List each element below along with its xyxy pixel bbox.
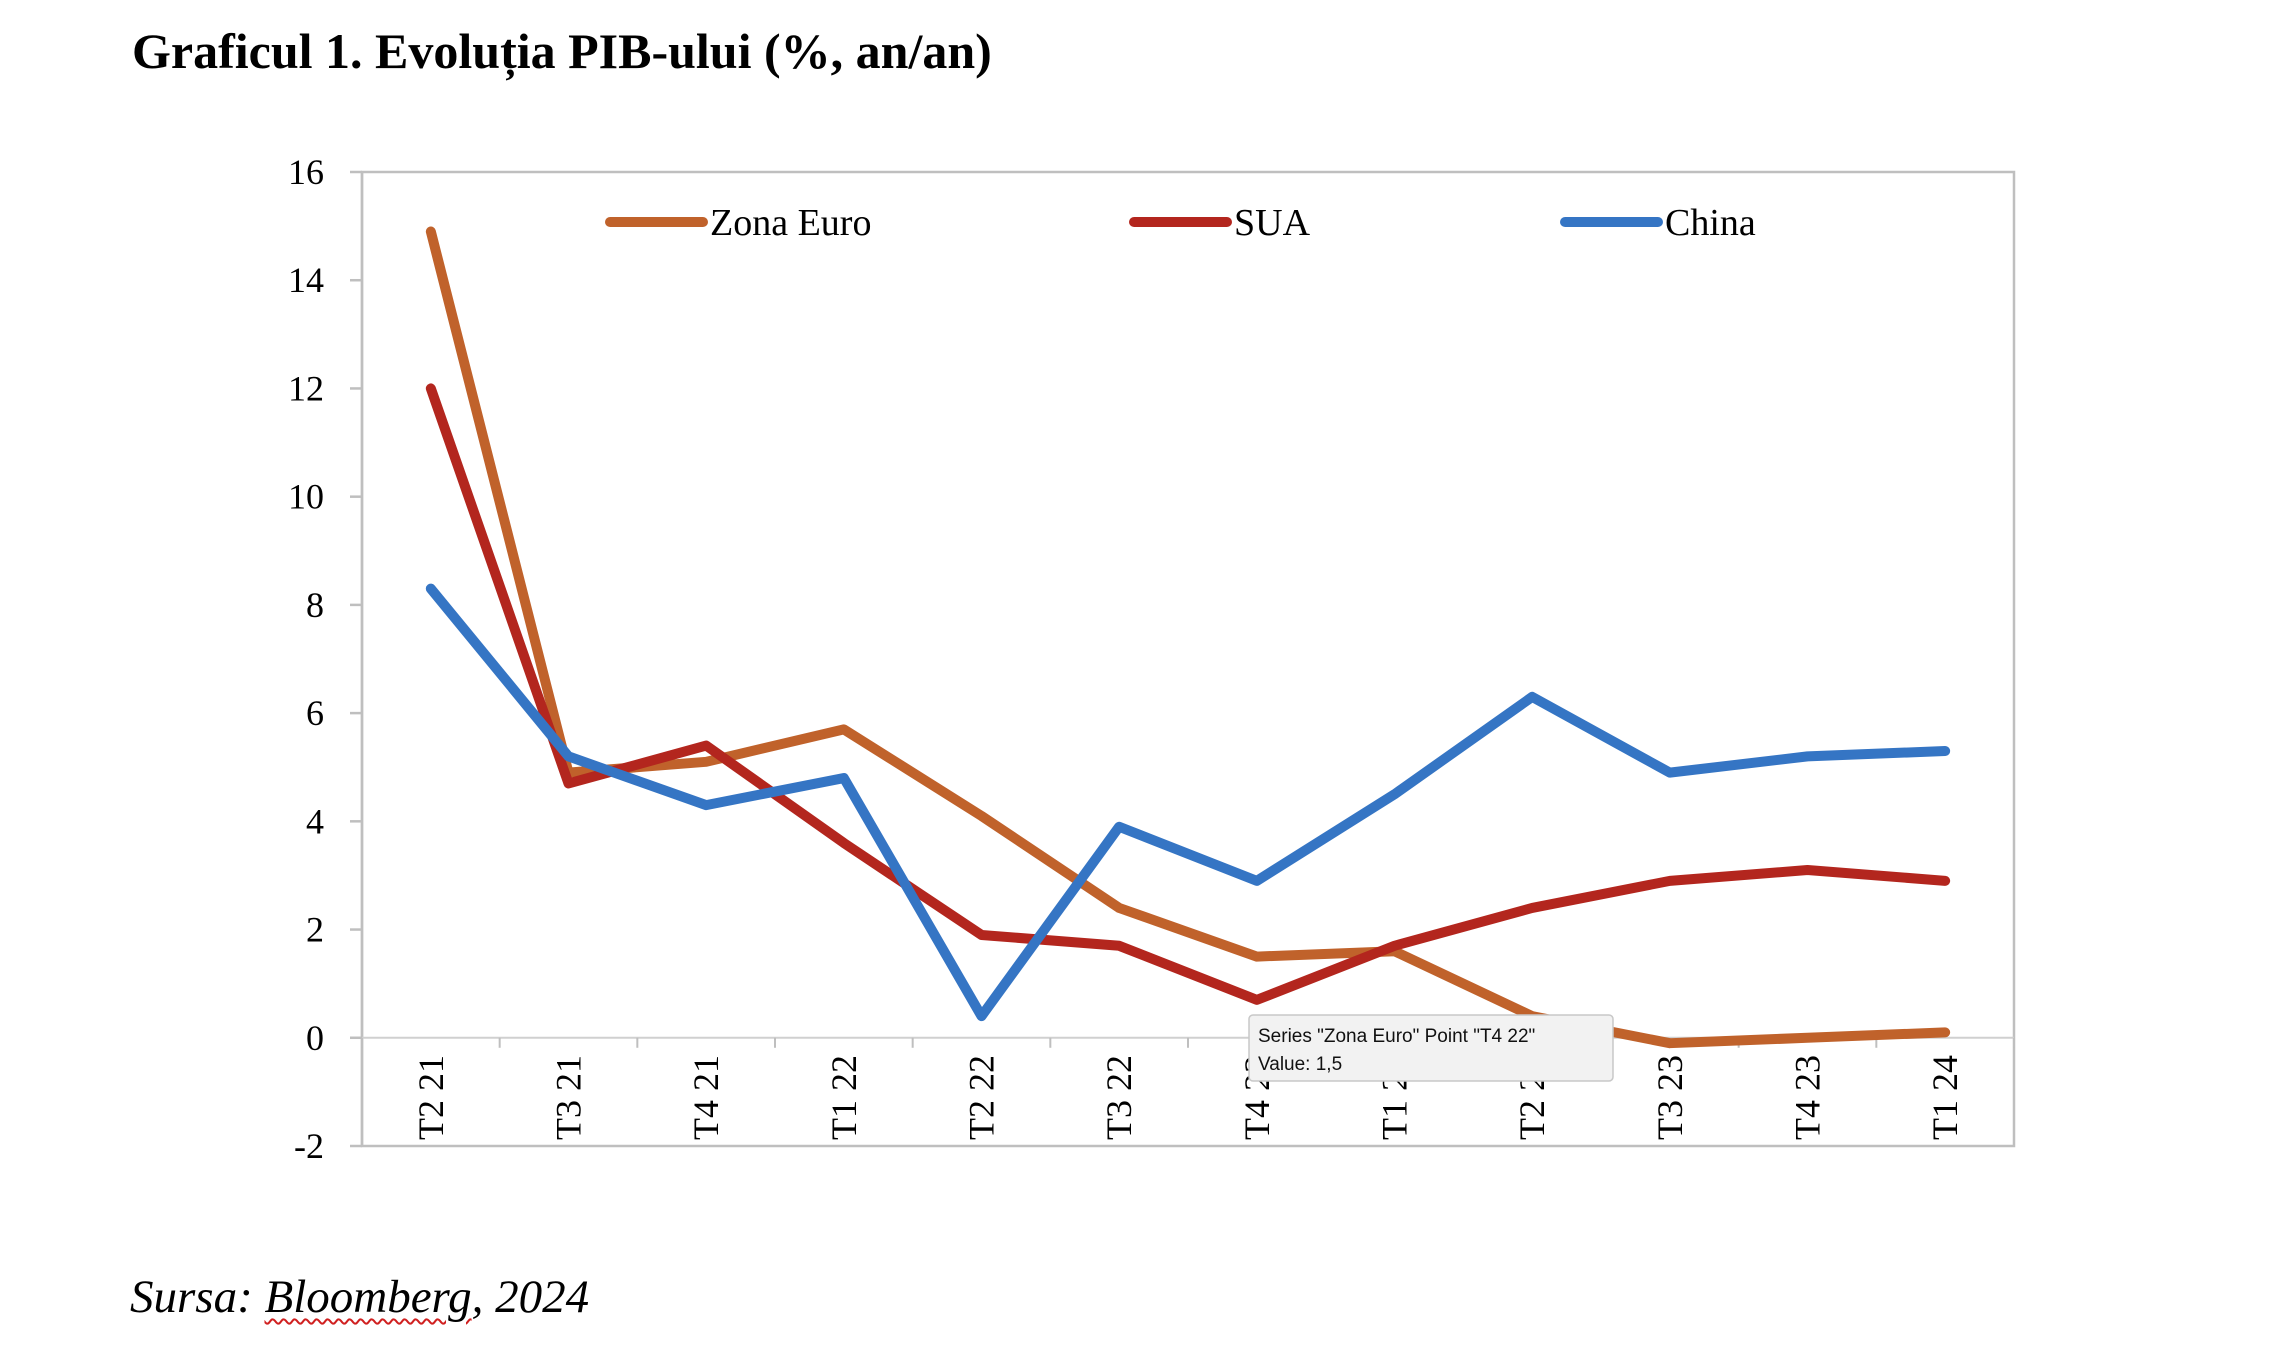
source-suffix: , 2024	[471, 1271, 590, 1323]
tooltip: Series "Zona Euro" Point "T4 22" Value: …	[1248, 1014, 1614, 1082]
y-tick-label: -2	[294, 1126, 324, 1166]
y-tick-label: 6	[306, 693, 324, 733]
series-line-china[interactable]	[425, 583, 1951, 1022]
y-tick-label: 12	[288, 368, 324, 408]
tooltip-line-1: Series "Zona Euro" Point "T4 22"	[1258, 1026, 1535, 1047]
y-tick-label: 4	[306, 801, 324, 841]
y-tick-label: 10	[288, 477, 324, 517]
y-tick-label: 2	[306, 910, 324, 950]
legend-label: Zona Euro	[710, 202, 871, 244]
x-tick-label: T3 22	[1099, 1055, 1139, 1140]
x-tick-labels: T2 21 T3 21 T4 21 T1 22 T2 22 T3 22 T4 22 T1 23…	[361, 1037, 2015, 1140]
source-note: Sursa: Bloomberg, 2024	[130, 1270, 589, 1324]
x-tick-label: T1 24	[1925, 1055, 1965, 1140]
y-tick-label: 14	[288, 260, 324, 300]
y-tick-label: 0	[306, 1018, 324, 1058]
tooltip-box	[1248, 1014, 1614, 1082]
x-tick-label: T2 22	[962, 1055, 1002, 1140]
series-line-zona-euro[interactable]	[425, 226, 1951, 1049]
legend-label: China	[1665, 202, 1756, 244]
x-tick-label: T1 22	[824, 1055, 864, 1140]
x-tick-label: T3 23	[1650, 1055, 1690, 1140]
y-tick-labels: -2 0 2 4 6 8 10 12 14 16	[288, 152, 362, 1166]
y-tick-label: 8	[306, 585, 324, 625]
x-tick-label: T3 21	[549, 1055, 589, 1140]
tooltip-line-2: Value: 1,5	[1258, 1054, 1342, 1075]
y-tick-label: 16	[288, 152, 324, 192]
x-tick-label: T4 21	[686, 1055, 726, 1140]
chart-title: Graficul 1. Evoluția PIB-ului (%, an/an)	[132, 23, 992, 79]
source-name: Bloomberg	[264, 1271, 472, 1323]
x-tick-label: T4 23	[1788, 1055, 1828, 1140]
source-prefix: Sursa:	[130, 1271, 265, 1323]
x-tick-label: T2 21	[411, 1055, 451, 1140]
series-line-sua[interactable]	[425, 383, 1951, 1005]
legend: Zona Euro SUA China	[605, 202, 1756, 244]
legend-label: SUA	[1234, 202, 1311, 244]
series-lines	[425, 226, 1951, 1049]
plot-area-frame	[360, 170, 2016, 1148]
